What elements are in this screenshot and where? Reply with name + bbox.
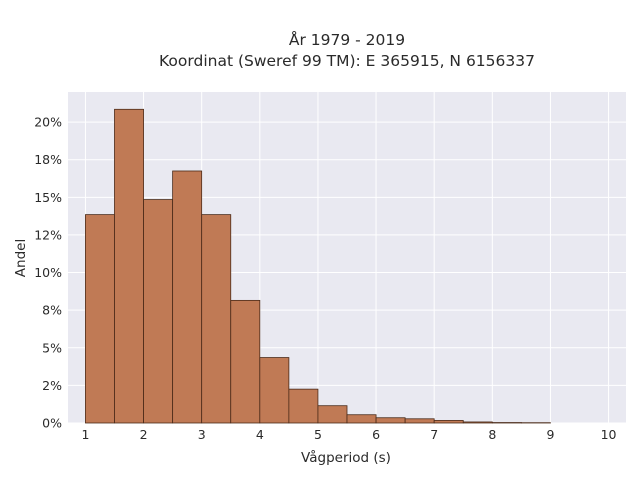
y-tick-label: 0% (42, 416, 62, 431)
histogram-bar (259, 357, 290, 424)
y-axis-label: Andel (13, 239, 29, 277)
chart-title: År 1979 - 2019 Koordinat (Sweref 99 TM):… (159, 30, 535, 70)
histogram-bar (317, 405, 348, 424)
chart-title-line-1: År 1979 - 2019 (289, 30, 405, 49)
histogram-bar (346, 414, 377, 424)
x-tick-label: 3 (198, 427, 206, 442)
histogram-bar (172, 170, 203, 424)
x-tick-label: 4 (256, 427, 264, 442)
y-tick-label: 18% (34, 152, 62, 167)
x-tick-label: 2 (140, 427, 148, 442)
y-tick-label: 15% (34, 190, 62, 205)
histogram-bar (230, 299, 261, 424)
x-tick-label: 9 (546, 427, 554, 442)
histogram-bar (143, 199, 174, 424)
x-axis-ticks: 1 2 3 4 5 6 7 8 9 10 (81, 427, 616, 442)
histogram-bar (462, 421, 493, 424)
x-axis-label: Vågperiod (s) (301, 449, 391, 466)
y-tick-label: 2% (42, 378, 62, 393)
histogram-bar (201, 214, 232, 424)
bars-group (85, 108, 551, 424)
chart-title-line-2: Koordinat (Sweref 99 TM): E 365915, N 61… (159, 52, 535, 70)
x-tick-label: 10 (601, 427, 617, 442)
histogram-bar (433, 420, 464, 424)
histogram-bar (114, 108, 144, 424)
histogram-bar (404, 418, 435, 424)
histogram-bar (375, 417, 406, 424)
x-tick-label: 5 (314, 427, 322, 442)
x-tick-label: 1 (81, 427, 89, 442)
histogram-bar (85, 214, 115, 424)
x-tick-label: 6 (372, 427, 380, 442)
y-tick-label: 8% (42, 303, 62, 318)
y-tick-label: 20% (34, 115, 62, 130)
x-tick-label: 7 (430, 427, 438, 442)
x-tick-label: 8 (488, 427, 496, 442)
histogram-bar (288, 388, 319, 424)
y-axis-ticks: 0% 2% 5% 8% 10% 12% 15% 18% 20% (34, 115, 62, 431)
y-tick-label: 10% (34, 265, 62, 280)
y-tick-label: 12% (34, 227, 62, 242)
y-tick-label: 5% (42, 340, 62, 355)
